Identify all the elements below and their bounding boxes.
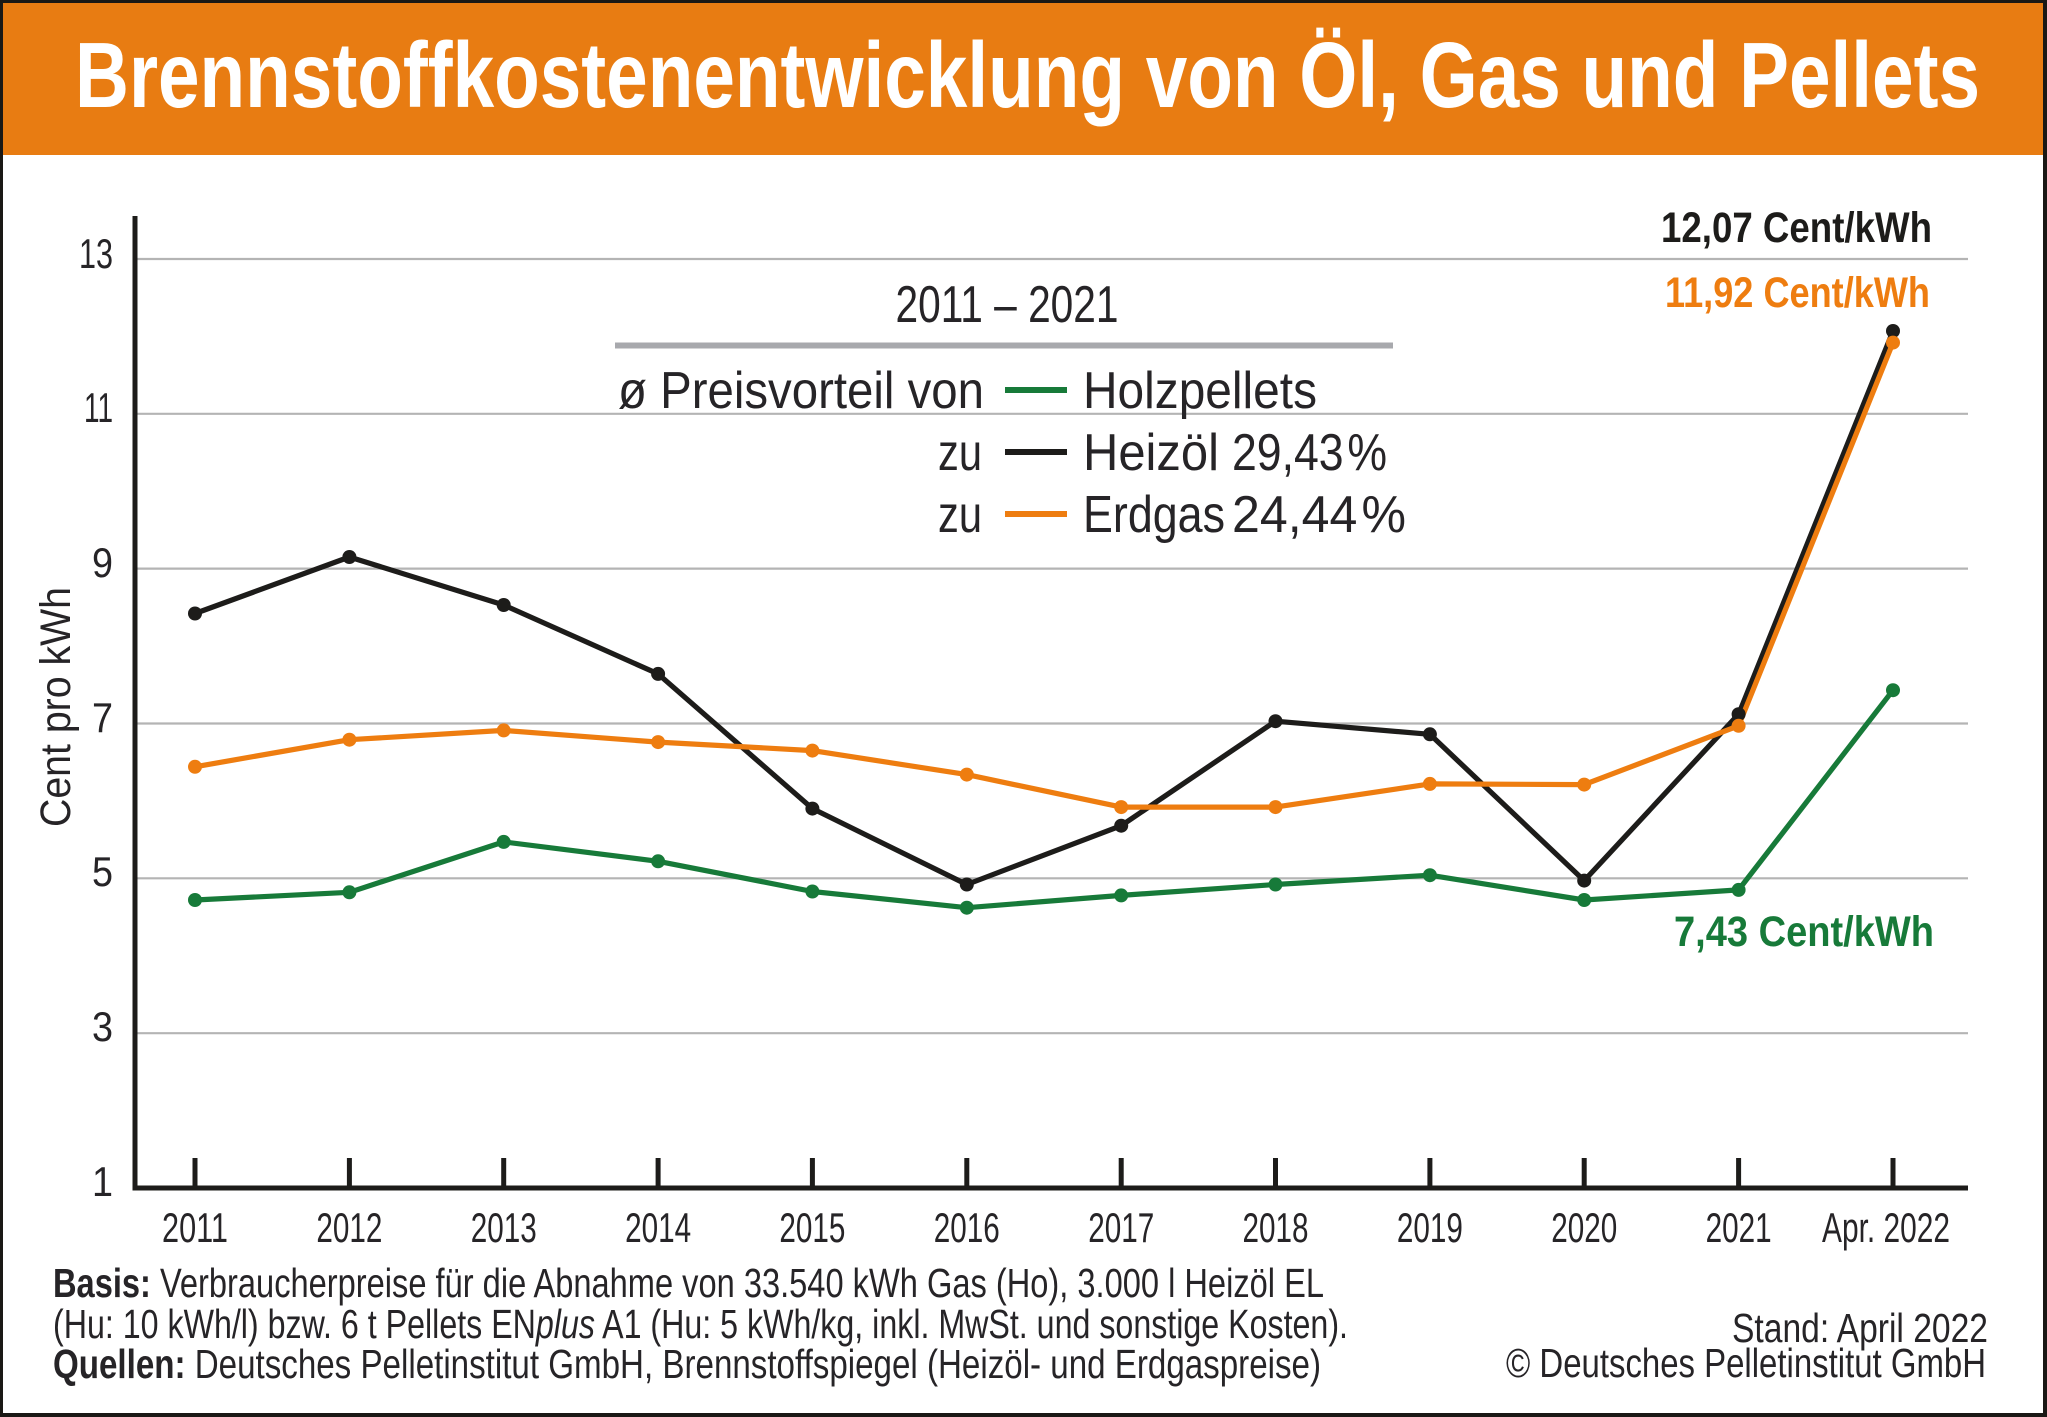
svg-text:7,43 Cent/kWh: 7,43 Cent/kWh bbox=[1674, 908, 1934, 956]
svg-text:zu: zu bbox=[938, 486, 982, 544]
svg-text:Quellen: Deutsches Pelletinsti: Quellen: Deutsches Pelletinstitut GmbH, … bbox=[53, 1341, 1321, 1387]
svg-text:29,43 %: 29,43 % bbox=[1232, 424, 1387, 482]
svg-text:© Deutsches Pelletinstitut Gmb: © Deutsches Pelletinstitut GmbH bbox=[1506, 1340, 1986, 1386]
svg-text:(Hu: 10 kWh/l) bzw. 6 t Pellet: (Hu: 10 kWh/l) bzw. 6 t Pellets ENplus A… bbox=[53, 1301, 1348, 1347]
svg-text:2015: 2015 bbox=[779, 1204, 845, 1251]
svg-text:2021: 2021 bbox=[1706, 1204, 1772, 1251]
svg-text:1: 1 bbox=[92, 1158, 113, 1205]
svg-text:Stand: April 2022: Stand: April 2022 bbox=[1732, 1305, 1988, 1351]
svg-text:2016: 2016 bbox=[934, 1204, 1000, 1251]
svg-text:Basis: Verbraucherpreise für d: Basis: Verbraucherpreise für die Abnahme… bbox=[53, 1260, 1324, 1306]
svg-text:12,07 Cent/kWh: 12,07 Cent/kWh bbox=[1661, 204, 1932, 252]
svg-text:Holzpellets: Holzpellets bbox=[1083, 362, 1317, 420]
svg-text:Brennstoffkostenentwicklung vo: Brennstoffkostenentwicklung von Öl, Gas … bbox=[75, 23, 1980, 127]
svg-text:2011 – 2021: 2011 – 2021 bbox=[896, 276, 1119, 334]
svg-text:2013: 2013 bbox=[471, 1204, 537, 1251]
svg-text:ø Preisvorteil von: ø Preisvorteil von bbox=[618, 362, 984, 420]
svg-text:zu: zu bbox=[938, 424, 982, 482]
svg-text:2014: 2014 bbox=[625, 1204, 691, 1251]
svg-text:24,44 %: 24,44 % bbox=[1232, 486, 1406, 544]
svg-text:2011: 2011 bbox=[162, 1204, 228, 1251]
svg-text:2020: 2020 bbox=[1551, 1204, 1617, 1251]
svg-text:9: 9 bbox=[92, 539, 113, 586]
svg-text:11,92 Cent/kWh: 11,92 Cent/kWh bbox=[1665, 269, 1930, 317]
svg-text:Erdgas: Erdgas bbox=[1083, 486, 1225, 544]
svg-text:13: 13 bbox=[79, 230, 113, 277]
svg-text:Apr. 2022: Apr. 2022 bbox=[1822, 1204, 1950, 1251]
svg-text:7: 7 bbox=[92, 694, 113, 741]
svg-text:3: 3 bbox=[92, 1003, 113, 1050]
svg-text:2018: 2018 bbox=[1243, 1204, 1309, 1251]
svg-text:Heizöl: Heizöl bbox=[1083, 424, 1219, 482]
svg-text:5: 5 bbox=[92, 848, 113, 895]
svg-text:2017: 2017 bbox=[1088, 1204, 1154, 1251]
svg-text:Cent pro kWh: Cent pro kWh bbox=[32, 587, 80, 827]
svg-text:2019: 2019 bbox=[1397, 1204, 1463, 1251]
svg-text:11: 11 bbox=[84, 384, 113, 431]
svg-text:2012: 2012 bbox=[316, 1204, 382, 1251]
